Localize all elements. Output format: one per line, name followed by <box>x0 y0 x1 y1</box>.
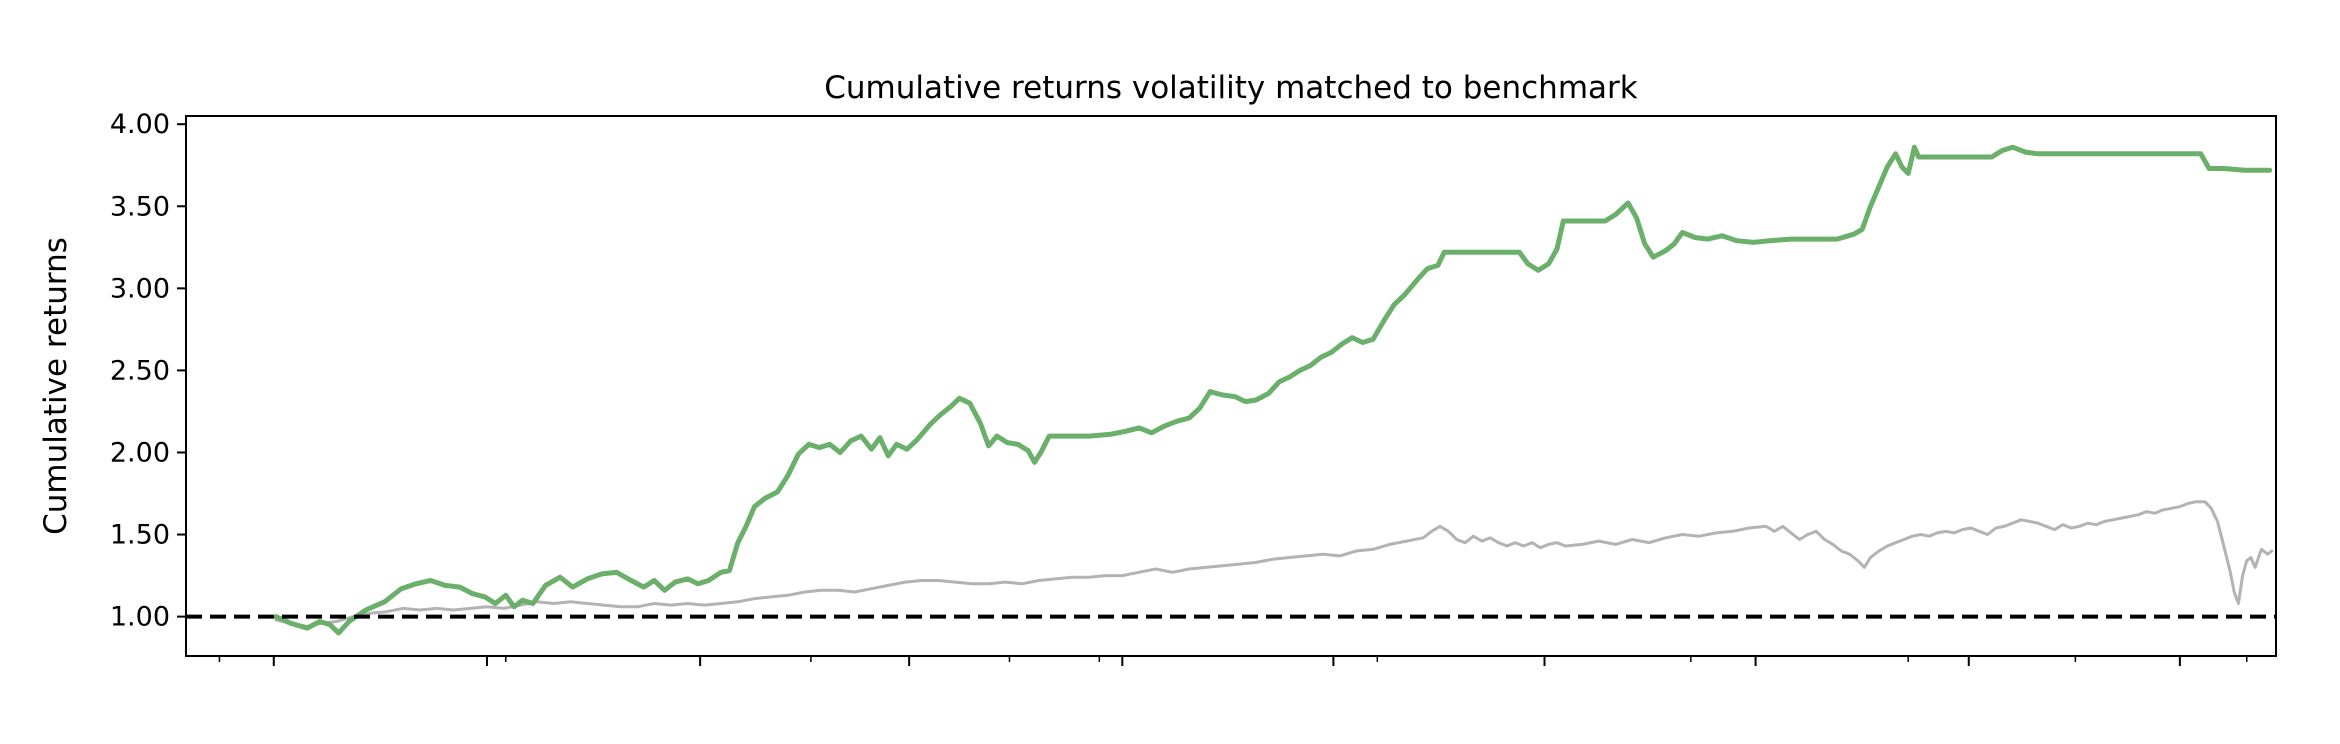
y-tick-label: 1.50 <box>110 520 170 551</box>
y-axis-label: Cumulative returns <box>38 237 74 535</box>
series-line-0 <box>273 144 2273 636</box>
y-tick-label: 2.50 <box>110 355 170 386</box>
series-layer <box>273 144 2274 636</box>
axes-frame <box>185 115 2277 657</box>
y-tick-label: 3.50 <box>110 191 170 222</box>
y-tick-label: 4.00 <box>110 109 170 140</box>
y-tick-label: 1.00 <box>110 602 170 633</box>
chart-title: Cumulative returns volatility matched to… <box>824 70 1637 106</box>
y-tick-label: 2.00 <box>110 437 170 468</box>
axes-layer: 1.00 1.50 2.00 2.50 3.00 3.50 4.00 <box>110 109 2277 666</box>
series-line-1 <box>274 500 2274 628</box>
y-tick-label: 3.00 <box>110 273 170 304</box>
